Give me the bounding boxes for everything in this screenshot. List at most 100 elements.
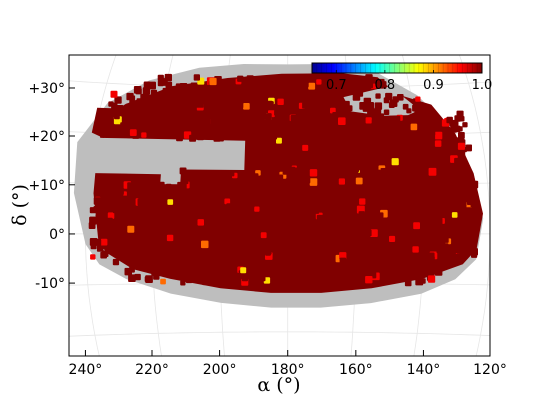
data-point bbox=[442, 158, 450, 166]
data-point bbox=[224, 198, 231, 205]
data-point bbox=[112, 258, 120, 266]
data-point bbox=[294, 221, 302, 229]
data-point bbox=[146, 204, 153, 211]
data-point bbox=[283, 147, 290, 153]
data-point bbox=[397, 270, 405, 278]
data-point bbox=[288, 172, 297, 181]
data-point bbox=[124, 209, 131, 215]
data-point bbox=[129, 129, 137, 136]
data-point bbox=[269, 220, 278, 228]
data-point bbox=[419, 138, 427, 145]
data-point bbox=[436, 180, 443, 188]
data-point bbox=[118, 249, 124, 255]
data-point bbox=[338, 117, 346, 125]
data-point bbox=[461, 241, 469, 249]
data-point bbox=[429, 217, 436, 224]
data-point bbox=[218, 115, 226, 123]
data-point bbox=[415, 277, 424, 286]
data-point bbox=[430, 206, 437, 213]
data-point bbox=[470, 248, 478, 256]
data-point bbox=[252, 192, 261, 201]
data-point bbox=[288, 219, 296, 228]
data-point bbox=[325, 142, 334, 151]
data-point bbox=[167, 87, 174, 95]
data-point bbox=[453, 242, 460, 249]
data-point bbox=[387, 131, 394, 138]
data-point bbox=[208, 253, 215, 259]
data-point bbox=[390, 260, 397, 266]
data-point bbox=[179, 83, 188, 91]
y-axis-ticks: +30° +20° +10° 0° -10° bbox=[28, 81, 75, 292]
data-point bbox=[472, 203, 480, 211]
data-point bbox=[164, 226, 171, 233]
data-point bbox=[227, 263, 234, 270]
colorbar-tick-label: 0.8 bbox=[375, 78, 396, 93]
data-point bbox=[215, 128, 224, 137]
data-point bbox=[435, 217, 443, 225]
data-point bbox=[413, 222, 420, 230]
data-point bbox=[132, 215, 139, 222]
data-point bbox=[283, 152, 291, 160]
data-point bbox=[114, 127, 120, 133]
data-point bbox=[137, 252, 143, 258]
data-point bbox=[151, 202, 158, 209]
data-point bbox=[260, 194, 268, 202]
data-point bbox=[382, 237, 389, 244]
data-point bbox=[148, 81, 156, 90]
data-point bbox=[194, 273, 201, 280]
x-tick-label: 140° bbox=[407, 362, 441, 378]
data-point bbox=[151, 103, 159, 112]
data-point bbox=[228, 170, 235, 177]
data-point bbox=[183, 194, 191, 203]
data-point bbox=[136, 98, 143, 105]
data-point bbox=[126, 92, 134, 101]
data-point bbox=[89, 207, 96, 214]
data-point bbox=[320, 98, 327, 106]
data-point bbox=[251, 113, 260, 122]
data-point bbox=[401, 130, 408, 137]
data-point bbox=[94, 239, 102, 246]
data-point bbox=[142, 87, 151, 95]
data-point bbox=[309, 238, 316, 245]
data-point bbox=[177, 261, 184, 267]
data-point bbox=[370, 229, 378, 237]
data-point bbox=[392, 271, 398, 278]
data-point bbox=[195, 207, 203, 214]
data-point bbox=[201, 266, 209, 273]
data-point bbox=[309, 178, 318, 186]
data-point bbox=[335, 168, 342, 175]
data-point bbox=[197, 219, 204, 226]
data-point bbox=[326, 84, 335, 93]
data-point bbox=[281, 263, 288, 270]
data-point bbox=[97, 182, 104, 189]
data-point bbox=[412, 246, 419, 253]
data-point bbox=[428, 252, 435, 259]
data-point bbox=[241, 275, 248, 282]
data-point bbox=[176, 125, 183, 132]
meridian-line bbox=[490, 7, 545, 389]
data-point bbox=[280, 254, 287, 261]
data-point bbox=[321, 130, 328, 137]
data-point bbox=[275, 196, 284, 205]
data-point bbox=[457, 169, 465, 177]
data-point bbox=[341, 139, 349, 147]
data-point bbox=[359, 137, 366, 144]
data-point bbox=[223, 87, 230, 94]
data-point bbox=[232, 132, 239, 138]
data-point bbox=[412, 255, 420, 263]
data-point bbox=[372, 196, 380, 204]
data-point bbox=[392, 192, 400, 200]
plot-frame bbox=[68, 54, 491, 357]
data-point bbox=[310, 93, 317, 100]
data-point bbox=[366, 204, 374, 212]
data-point bbox=[349, 197, 357, 205]
data-point bbox=[217, 110, 225, 118]
data-point bbox=[263, 246, 272, 255]
data-point bbox=[154, 248, 162, 255]
data-point bbox=[310, 107, 317, 115]
data-point bbox=[367, 243, 376, 252]
data-point bbox=[256, 267, 263, 274]
data-point bbox=[354, 131, 360, 138]
data-point bbox=[254, 256, 261, 262]
data-point bbox=[359, 198, 366, 205]
